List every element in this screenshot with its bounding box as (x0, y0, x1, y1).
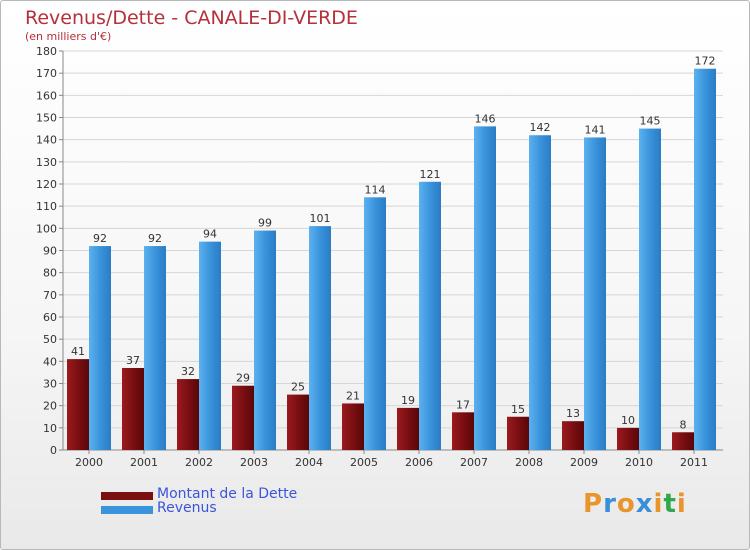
x-tick-label: 2009 (570, 456, 598, 469)
bar-revenus (419, 181, 441, 451)
y-tick-label: 40 (43, 355, 57, 368)
bar-dette (507, 416, 529, 450)
bar-revenus (639, 128, 661, 450)
bar-revenus (254, 230, 276, 450)
data-label-dette: 15 (511, 403, 525, 416)
legend-swatch-dette (101, 492, 153, 500)
bar-revenus (144, 246, 166, 450)
data-label-dette: 8 (680, 418, 687, 431)
y-tick-label: 100 (36, 222, 57, 235)
x-tick-label: 2010 (625, 456, 653, 469)
data-label-revenus: 101 (310, 212, 331, 225)
bar-dette (122, 367, 144, 450)
x-tick-label: 2005 (350, 456, 378, 469)
legend-label-revenus: Revenus (157, 500, 217, 516)
data-label-revenus: 94 (203, 228, 217, 241)
data-label-dette: 21 (346, 389, 360, 402)
y-tick-label: 20 (43, 400, 57, 413)
data-label-revenus: 121 (420, 168, 441, 181)
y-tick-label: 70 (43, 289, 57, 302)
x-tick-label: 2008 (515, 456, 543, 469)
x-tick-label: 2004 (295, 456, 323, 469)
data-label-revenus: 92 (148, 232, 162, 245)
data-label-dette: 29 (236, 372, 250, 385)
bar-dette (562, 421, 584, 450)
bar-revenus (309, 226, 331, 450)
bar-dette (287, 394, 309, 450)
x-tick-label: 2002 (185, 456, 213, 469)
x-tick-label: 2006 (405, 456, 433, 469)
data-label-dette: 13 (566, 407, 580, 420)
data-label-revenus: 172 (695, 55, 716, 68)
data-label-revenus: 145 (640, 115, 661, 128)
x-tick-label: 2011 (680, 456, 708, 469)
y-tick-label: 120 (36, 178, 57, 191)
x-tick-label: 2000 (75, 456, 103, 469)
x-tick-label: 2007 (460, 456, 488, 469)
y-tick-label: 90 (43, 245, 57, 258)
data-label-revenus: 142 (530, 121, 551, 134)
bar-revenus (199, 241, 221, 450)
legend-label-dette: Montant de la Dette (157, 486, 298, 502)
y-tick-label: 180 (36, 45, 57, 58)
y-tick-label: 30 (43, 378, 57, 391)
data-label-revenus: 146 (475, 112, 496, 125)
data-label-revenus: 141 (585, 123, 606, 136)
bar-dette (617, 427, 639, 450)
legend-swatch-revenus (101, 506, 153, 514)
y-tick-label: 170 (36, 67, 57, 80)
data-label-revenus: 114 (365, 183, 386, 196)
bar-revenus (89, 246, 111, 450)
chart-title: Revenus/Dette - CANALE-DI-VERDE (25, 7, 358, 29)
bar-dette (67, 359, 89, 450)
bar-dette (672, 432, 694, 450)
x-tick-label: 2003 (240, 456, 268, 469)
bar-revenus (584, 137, 606, 450)
bar-dette (452, 412, 474, 450)
bar-dette (397, 407, 419, 450)
proxiti-logo[interactable]: Proxiti (583, 489, 687, 519)
y-tick-label: 160 (36, 89, 57, 102)
y-tick-label: 140 (36, 134, 57, 147)
data-label-dette: 17 (456, 398, 470, 411)
y-tick-label: 110 (36, 200, 57, 213)
chart-subtitle: (en milliers d'€) (25, 30, 112, 43)
y-tick-label: 130 (36, 156, 57, 169)
data-label-dette: 41 (71, 345, 85, 358)
data-label-dette: 19 (401, 394, 415, 407)
data-label-revenus: 92 (93, 232, 107, 245)
y-tick-label: 50 (43, 333, 57, 346)
data-label-dette: 37 (126, 354, 140, 367)
y-tick-label: 0 (50, 444, 57, 457)
data-label-dette: 32 (181, 365, 195, 378)
y-tick-label: 150 (36, 112, 57, 125)
y-tick-label: 10 (43, 422, 57, 435)
y-tick-label: 80 (43, 267, 57, 280)
bar-revenus (529, 135, 551, 450)
bar-revenus (364, 197, 386, 450)
bar-revenus (474, 126, 496, 450)
y-tick-label: 60 (43, 311, 57, 324)
data-label-dette: 25 (291, 381, 305, 394)
bar-dette (177, 379, 199, 450)
data-label-revenus: 99 (258, 217, 272, 230)
bar-revenus (694, 68, 716, 450)
x-tick-label: 2001 (130, 456, 158, 469)
bar-dette (232, 385, 254, 450)
data-label-dette: 10 (621, 414, 635, 427)
bar-dette (342, 403, 364, 450)
